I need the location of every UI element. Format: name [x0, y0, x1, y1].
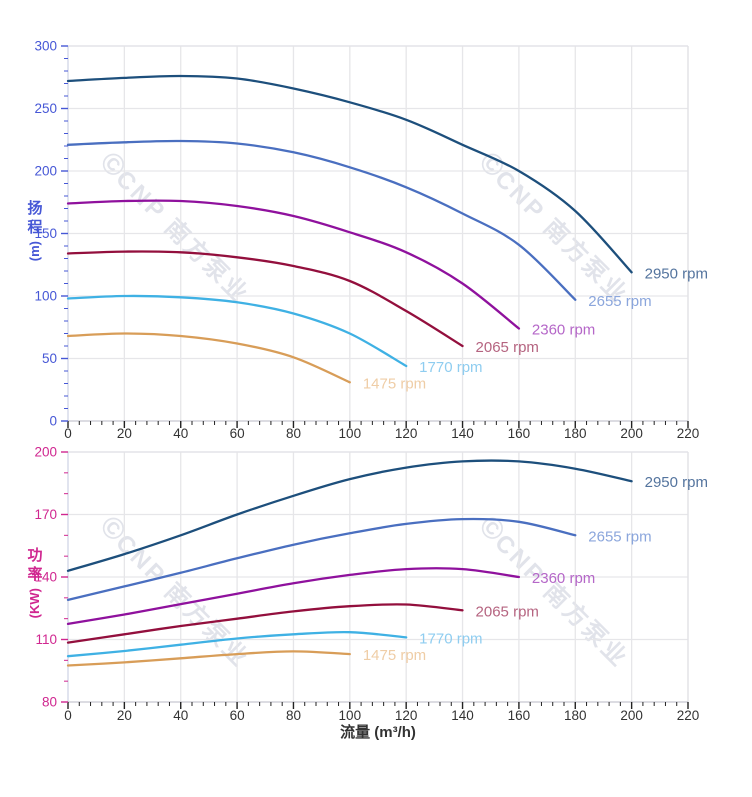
y-tick-label: 100	[34, 289, 57, 304]
y-tick-label: 170	[34, 507, 57, 522]
series-curve-1475-rpm	[66, 332, 351, 384]
x-tick-label: 120	[395, 708, 418, 723]
x-tick-label: 60	[230, 426, 245, 441]
x-tick-label: 40	[173, 708, 188, 723]
x-tick-label: 20	[117, 426, 132, 441]
series-curve-1475-rpm	[66, 650, 351, 667]
flow-axis-title: 流量 (m³/h)	[68, 721, 688, 742]
y-tick-label: 200	[34, 164, 57, 179]
series-label-2950-rpm: 2950 rpm	[645, 474, 708, 491]
y-tick-label: 80	[42, 695, 57, 710]
flow-axis-title-text: 流量 (m³/h)	[340, 724, 416, 741]
y-tick-label: 110	[35, 632, 57, 647]
x-tick-label: 100	[339, 708, 362, 723]
x-tick-label: 200	[620, 708, 643, 723]
y-tick-label: 150	[34, 226, 57, 241]
x-tick-label: 220	[677, 708, 700, 723]
series-label-2655-rpm: 2655 rpm	[588, 528, 651, 545]
x-tick-label: 160	[508, 708, 531, 723]
power-axis-title: 功率 (KW)	[21, 547, 47, 618]
series-curve-2655-rpm	[66, 139, 577, 301]
power-axis-title-text: 功率	[25, 547, 43, 585]
series-label-2360-rpm: 2360 rpm	[532, 322, 595, 339]
series-curve-1770-rpm	[66, 630, 408, 658]
series-label-1770-rpm: 1770 rpm	[419, 359, 482, 376]
x-tick-label: 140	[451, 426, 474, 441]
series-label-2360-rpm: 2360 rpm	[532, 570, 595, 587]
x-tick-label: 120	[395, 426, 418, 441]
x-tick-label: 0	[64, 708, 72, 723]
series-curve-2065-rpm	[66, 250, 464, 348]
x-tick-label: 40	[173, 426, 188, 441]
x-tick-label: 0	[64, 426, 72, 441]
series-label-2065-rpm: 2065 rpm	[476, 603, 539, 620]
x-tick-label: 160	[508, 426, 531, 441]
head-axis-unit: (m)	[26, 241, 42, 262]
x-tick-label: 20	[117, 708, 132, 723]
series-curve-2655-rpm	[66, 517, 577, 602]
series-label-2065-rpm: 2065 rpm	[476, 339, 539, 356]
chart-head-vs-flow: 0 20 40 60 80 100 120 140 160 180 200 220 0 50 100 150 2…	[34, 39, 708, 442]
y-tick-label: 140	[34, 570, 57, 585]
x-tick-label: 180	[564, 708, 587, 723]
series-label-1475-rpm: 1475 rpm	[363, 375, 426, 392]
series-curve-2065-rpm	[66, 603, 464, 644]
series-curve-2360-rpm	[66, 567, 521, 626]
y-tick-label: 300	[34, 39, 57, 54]
y-tick-label: 250	[34, 101, 57, 116]
series-label-2655-rpm: 2655 rpm	[588, 293, 651, 310]
series-label-2950-rpm: 2950 rpm	[645, 265, 708, 282]
x-tick-label: 220	[677, 426, 700, 441]
x-tick-label: 200	[620, 426, 643, 441]
series-curve-2950-rpm	[66, 74, 633, 274]
series-curve-2360-rpm	[66, 199, 521, 330]
series-curve-1770-rpm	[66, 294, 408, 368]
series-curve-2950-rpm	[66, 459, 633, 572]
x-tick-label: 180	[564, 426, 587, 441]
power-axis-unit: (KW)	[26, 588, 42, 619]
series-label-1475-rpm: 1475 rpm	[363, 647, 426, 664]
x-tick-label: 80	[286, 708, 301, 723]
x-tick-label: 100	[339, 426, 362, 441]
series-label-1770-rpm: 1770 rpm	[419, 630, 482, 647]
y-tick-label: 200	[34, 445, 57, 460]
y-tick-label: 50	[42, 351, 57, 366]
head-axis-title-text: 扬程	[25, 200, 43, 238]
head-axis-title: 扬程 (m)	[21, 200, 47, 261]
chart-power-vs-flow: 0 20 40 60 80 100 120 140 160 180 200 220 80 110 140 17…	[34, 445, 708, 724]
y-tick-label: 0	[49, 414, 57, 429]
x-tick-label: 60	[230, 708, 245, 723]
x-tick-label: 80	[286, 426, 301, 441]
x-tick-label: 140	[451, 708, 474, 723]
